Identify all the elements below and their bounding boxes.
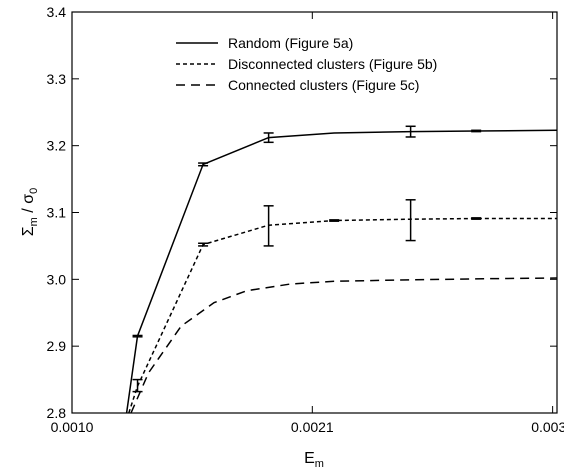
error-bar xyxy=(132,378,143,393)
series-line-1 xyxy=(125,129,558,414)
error-bar xyxy=(198,242,209,247)
error-bar xyxy=(405,199,416,242)
error-bar xyxy=(263,205,274,247)
y-tick-label: 3.3 xyxy=(47,71,67,87)
y-tick-label: 3.1 xyxy=(47,205,67,221)
x-tick-label: 0.0010 xyxy=(51,419,94,435)
y-tick-label: 2.9 xyxy=(47,338,67,354)
series-layer xyxy=(125,125,558,414)
legend: Random (Figure 5a) Disconnected clusters … xyxy=(176,35,437,93)
error-bar xyxy=(471,129,482,133)
legend-label-3: Connected clusters (Figure 5c) xyxy=(228,77,419,93)
y-tick-label: 3.2 xyxy=(47,138,67,154)
series-line-3 xyxy=(130,277,558,414)
y-tick-label: 3.4 xyxy=(47,4,67,20)
y-tick-label: 2.8 xyxy=(47,405,67,421)
plot-frame xyxy=(71,11,558,414)
x-axis-title: Em xyxy=(304,450,324,468)
error-bar xyxy=(132,334,143,338)
series-line-2 xyxy=(128,217,557,414)
error-bar xyxy=(329,219,340,222)
error-bar xyxy=(198,162,209,167)
error-bar xyxy=(263,132,274,144)
y-axis-title: Σm / σ0 xyxy=(20,188,40,236)
legend-label-1: Random (Figure 5a) xyxy=(228,35,353,51)
x-tick-label: 0.0021 xyxy=(291,419,334,435)
error-bar xyxy=(405,125,416,138)
axis-ticks: 2.8 2.9 3.0 3.1 3.2 3.3 3.4 0.0010 0.0021 0.0032 xyxy=(47,4,564,435)
legend-label-2: Disconnected clusters (Figure 5b) xyxy=(228,56,437,72)
error-bar xyxy=(471,217,482,220)
y-tick-label: 3.0 xyxy=(47,271,67,287)
x-tick-label: 0.0032 xyxy=(531,419,564,435)
